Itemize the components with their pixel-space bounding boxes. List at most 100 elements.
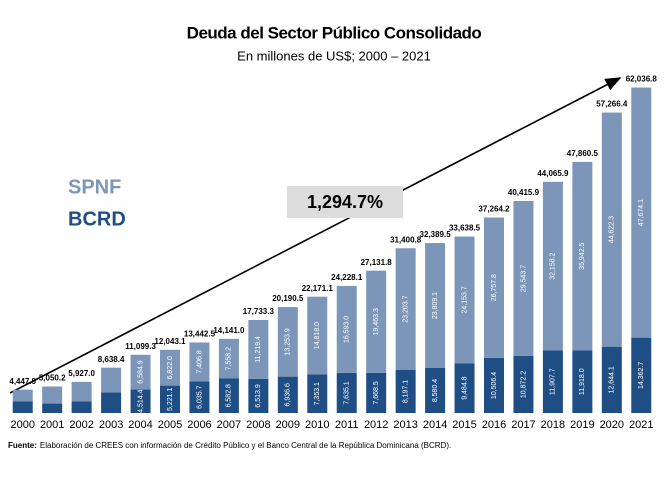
bar-segment	[454, 236, 475, 364]
chart-title: Deuda del Sector Público Consolidado	[187, 23, 482, 42]
bar-segment	[101, 367, 122, 393]
x-tick-label: 2015	[452, 419, 476, 431]
total-label: 33,638.5	[449, 224, 481, 233]
bar-segment	[160, 385, 180, 413]
bar-segment	[572, 350, 593, 413]
annotation-box	[287, 186, 403, 218]
value-label: 10,506.4	[491, 372, 498, 399]
bar-segment	[542, 350, 563, 413]
total-label: 44,065.9	[537, 169, 569, 178]
annotation: 1,294.7%	[307, 192, 383, 212]
x-tick-label: 2019	[570, 419, 594, 431]
total-label: 24,228.1	[331, 273, 363, 282]
value-label: 14,818.0	[314, 322, 321, 349]
total-label: 57,266.4	[596, 100, 628, 109]
bar-segment	[366, 270, 387, 373]
value-label: 19,463.3	[373, 308, 380, 335]
source-text: Elaboración de CREES con información de …	[40, 441, 451, 450]
bar-segment	[248, 378, 269, 413]
value-label: 10,872.2	[520, 371, 527, 398]
value-label: 6,936.6	[285, 383, 292, 406]
trend-arrow	[9, 77, 622, 394]
total-label: 47,860.5	[567, 149, 599, 158]
value-label: 5,221.1	[167, 388, 174, 411]
bar-segment	[307, 374, 328, 413]
x-tick-label: 2012	[364, 419, 388, 431]
bar-segment	[160, 349, 180, 386]
bar-segment	[42, 403, 63, 413]
value-label: 6,513.9	[255, 384, 262, 407]
total-label: 14,141.0	[213, 326, 245, 335]
total-label: 11,099.3	[125, 342, 156, 351]
bar-segment	[42, 386, 63, 404]
value-label: 13,253.9	[285, 328, 292, 355]
x-tick-label: 2008	[246, 419, 270, 431]
bar-segment	[307, 296, 328, 375]
bar-segment	[218, 338, 239, 379]
x-tick-label: 2021	[629, 419, 653, 431]
value-label: 23,809.1	[432, 292, 439, 319]
total-label: 13,442.5	[184, 330, 216, 339]
bar-segment	[130, 389, 151, 413]
x-tick-label: 2003	[99, 419, 123, 431]
legend-entry: SPNF	[68, 176, 121, 198]
x-tick-label: 2000	[10, 419, 34, 431]
bar-segment	[484, 357, 504, 413]
x-tick-label: 2007	[217, 419, 241, 431]
bar-segment	[12, 389, 33, 402]
x-tick-label: 2016	[482, 419, 506, 431]
value-label: 7,558.2	[226, 347, 233, 370]
total-label: 62,036.8	[626, 75, 658, 84]
x-tick-label: 2010	[305, 419, 329, 431]
total-label: 22,171.1	[302, 284, 334, 293]
legend-entry: BCRD	[68, 208, 126, 230]
value-label: 29,543.7	[520, 265, 527, 292]
total-label: 12,043.1	[154, 337, 186, 346]
value-label: 44,622.3	[609, 216, 616, 243]
total-label: 5,927.0	[68, 369, 95, 378]
value-label: 6,584.9	[137, 360, 144, 383]
value-label: 11,918.0	[579, 368, 586, 395]
x-tick-label: 2013	[393, 419, 417, 431]
value-label: 8,580.4	[432, 379, 439, 402]
value-label: 7,668.5	[373, 381, 380, 404]
value-label: 11,219.4	[255, 336, 262, 363]
value-label: 23,203.7	[402, 295, 409, 322]
bar-segment	[425, 243, 446, 368]
bar-segment	[631, 337, 652, 413]
bar-segment	[101, 392, 122, 413]
value-label: 9,484.8	[461, 376, 468, 399]
value-label: 6,582.8	[226, 384, 233, 407]
value-label: 4,514.4	[137, 389, 144, 412]
bar-segment	[454, 363, 475, 413]
bar-segment	[542, 181, 563, 351]
total-label: 20,190.5	[272, 294, 304, 303]
value-label: 35,942.5	[579, 242, 586, 269]
x-tick-label: 2017	[511, 419, 535, 431]
bar-segment	[12, 401, 33, 413]
bar-segment	[484, 217, 504, 358]
bar-segment	[631, 87, 652, 338]
bar-segment	[277, 307, 298, 377]
value-label: 24,153.7	[461, 286, 468, 313]
value-label: 7,635.1	[344, 381, 351, 404]
value-label: 6,035.7	[196, 385, 203, 408]
source: Fuente: Elaboración de CREES con informac…	[8, 441, 451, 450]
value-label: 7,353.1	[314, 382, 321, 405]
value-label: 14,362.7	[638, 362, 645, 389]
value-label: 16,593.0	[344, 316, 351, 343]
total-label: 37,264.2	[478, 205, 510, 214]
bar-segment	[189, 342, 210, 382]
x-tick-label: 2004	[128, 419, 152, 431]
x-tick-label: 2020	[600, 419, 624, 431]
value-label: 26,757.8	[491, 274, 498, 301]
bar-segment	[248, 319, 269, 379]
bar-segment	[277, 376, 298, 413]
bar-segment	[395, 369, 416, 413]
x-tick-label: 2002	[69, 419, 93, 431]
x-tick-label: 2006	[187, 419, 211, 431]
total-label: 32,389.5	[420, 230, 452, 239]
x-tick-label: 2011	[335, 419, 359, 431]
bar-segment	[601, 112, 622, 347]
bar-segment	[218, 378, 239, 413]
